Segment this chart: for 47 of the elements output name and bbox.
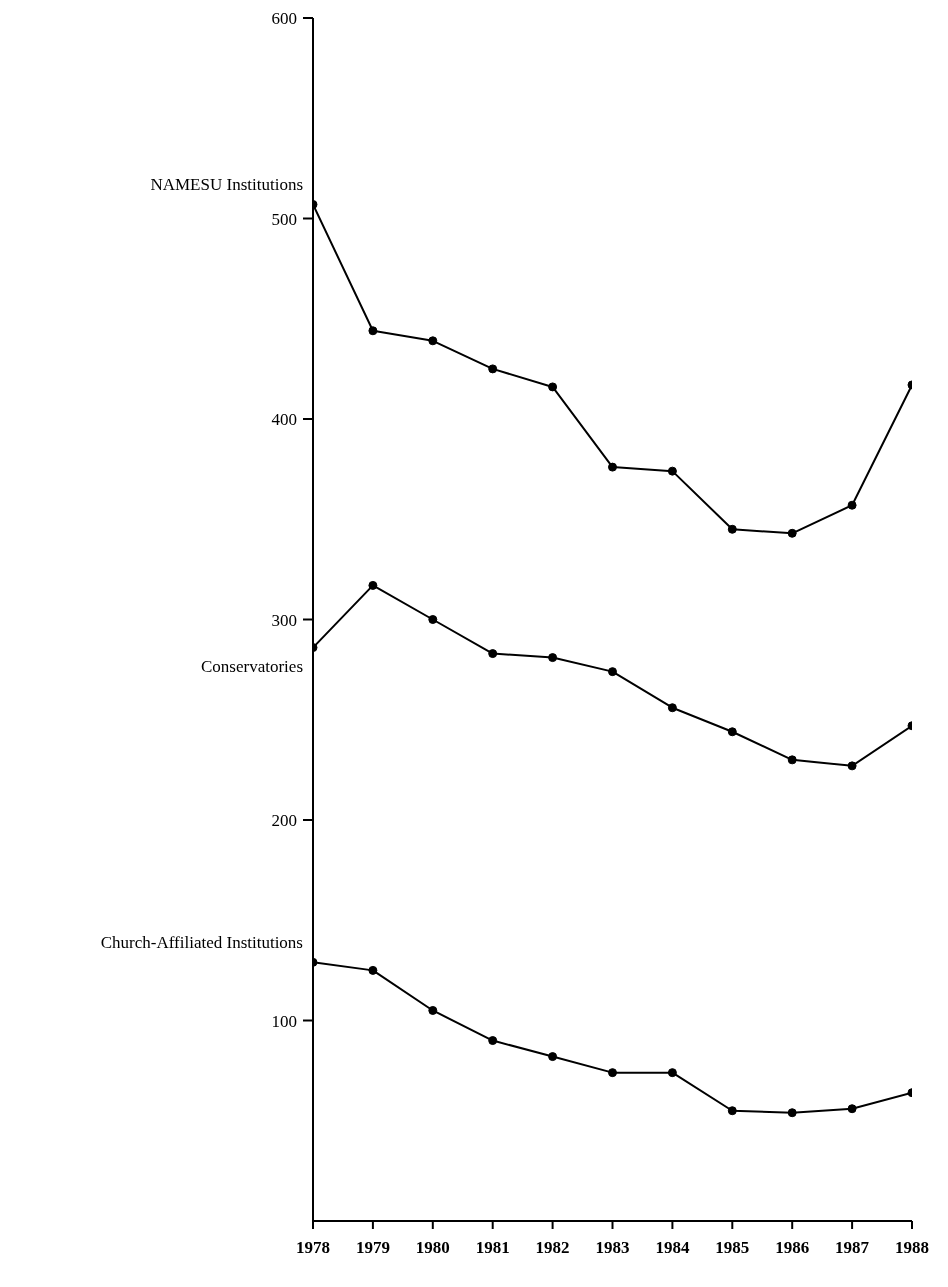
y-tick-label: 400 — [271, 410, 297, 429]
point — [608, 1068, 617, 1078]
point — [488, 1036, 498, 1046]
point — [368, 580, 378, 590]
point — [368, 965, 378, 975]
point — [548, 1052, 558, 1062]
point — [787, 1108, 797, 1118]
point — [428, 336, 438, 346]
point — [667, 703, 677, 713]
y-tick-label: 200 — [271, 811, 297, 830]
point — [368, 326, 378, 336]
point — [727, 1106, 737, 1116]
x-tick-label: 1980 — [415, 1238, 450, 1257]
x-tick-label: 1982 — [535, 1238, 570, 1257]
y-tick-label: 600 — [271, 9, 297, 28]
x-tick-label: 1987 — [835, 1238, 870, 1257]
point — [608, 667, 617, 677]
point — [488, 649, 498, 659]
point — [787, 755, 797, 765]
point — [667, 1068, 677, 1078]
point — [787, 528, 797, 538]
point — [608, 462, 617, 472]
point — [667, 466, 677, 476]
point — [548, 653, 558, 663]
x-tick-label: 1985 — [715, 1238, 750, 1257]
series-label: Church-Affiliated Institutions — [100, 933, 303, 953]
point — [428, 1005, 438, 1015]
y-tick-label: 100 — [271, 1011, 297, 1031]
x-tick-label: 1986 — [775, 1238, 810, 1257]
point — [727, 524, 737, 534]
point — [548, 382, 558, 392]
series-label: NAMESU Institutions — [150, 175, 303, 195]
x-tick-label: 1978 — [296, 1238, 330, 1257]
x-tick-label: 1979 — [355, 1238, 390, 1257]
y-tick-label: 300 — [271, 610, 297, 630]
point — [847, 1104, 857, 1114]
x-tick-label: 1984 — [655, 1238, 690, 1257]
y-tick-label: 500 — [271, 209, 297, 229]
x-tick-label: 1981 — [475, 1238, 510, 1257]
point — [847, 500, 857, 510]
series-label: Conservatories — [201, 656, 303, 676]
point — [428, 615, 438, 624]
point — [727, 727, 737, 737]
point — [847, 761, 857, 771]
x-tick-label: 1988 — [895, 1238, 929, 1257]
x-tick-label: 1983 — [595, 1238, 630, 1257]
point — [488, 364, 498, 374]
